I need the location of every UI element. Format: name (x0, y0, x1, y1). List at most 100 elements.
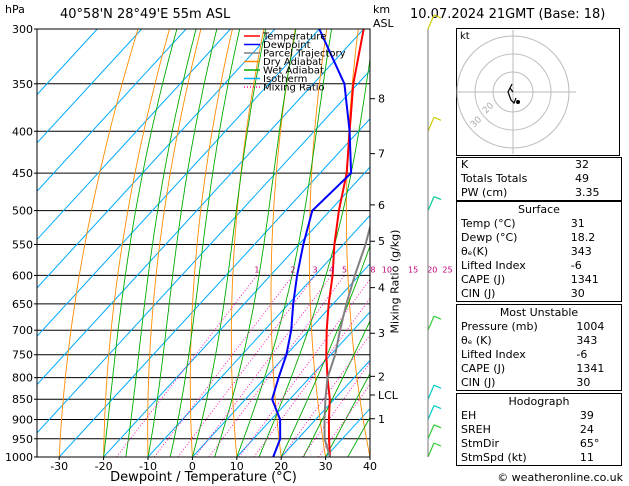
isotherm-line (37, 29, 187, 192)
plot-frame (36, 28, 371, 458)
surface-value: 30 (570, 287, 585, 300)
mixing-ratio-label: 15 (408, 265, 418, 274)
km-tick-label: 2 (378, 370, 385, 383)
indices-panel: K 32 Totals Totals 49 PW (cm) 3.35 (456, 157, 622, 201)
hodo-row: StmDir 65° (457, 437, 621, 451)
mixing-ratio-line (301, 361, 370, 457)
pressure-tick-label: 800 (12, 372, 33, 385)
watermark: © weatheronline.co.uk (497, 471, 623, 484)
mixing-ratio-label: 25 (442, 265, 452, 274)
index-label: PW (cm) (461, 186, 508, 199)
km-tick-label: 5 (378, 235, 385, 248)
dry-adiabat-line (58, 29, 139, 457)
km-tick-label: 1 (378, 413, 385, 426)
km-tick-label: 8 (378, 93, 385, 106)
isotherm-line (37, 29, 231, 241)
dry-adiabat-line (147, 29, 202, 457)
mixing-ratio-label: 1 (254, 265, 259, 274)
temperature-tick-label: 10 (230, 460, 244, 473)
isotherm-line (37, 29, 365, 386)
hodograph-title: Hodograph (508, 395, 570, 408)
surface-label: CIN (J) (461, 287, 496, 300)
index-row-tt: Totals Totals 49 (457, 172, 621, 186)
wind-barb-flag (433, 424, 442, 429)
surface-row: Lifted Index -6 (457, 259, 621, 273)
surface-label: Temp (°C) (461, 217, 516, 230)
pressure-tick-label: 1000 (5, 451, 33, 464)
legend-label: Parcel Trajectory (263, 49, 346, 60)
mixing-ratio-label: 10 (382, 265, 392, 274)
surface-row: CAPE (J) 1341 (457, 273, 621, 287)
wet-adiabat-line (125, 29, 197, 457)
legend-label: Dry Adiabat (263, 57, 322, 68)
wind-barb (427, 117, 435, 132)
wet-adiabat-line (325, 372, 370, 457)
surface-value: 31 (570, 217, 585, 230)
mixing-ratio-label: 5 (342, 265, 347, 274)
pressure-tick-label: 300 (12, 23, 33, 36)
hodo-value: 39 (579, 409, 594, 422)
surface-label: Lifted Index (461, 259, 526, 272)
surface-value: 1341 (570, 273, 599, 286)
km-label: km (373, 3, 391, 16)
temperature-line (325, 29, 365, 457)
legend-label: Mixing Ratio (263, 83, 325, 94)
mu-value: 30 (576, 376, 591, 389)
hodo-value: 65° (579, 437, 600, 450)
wet-adiabat-line (280, 244, 370, 457)
mu-value: 343 (576, 334, 598, 347)
hodo-label: SREH (461, 423, 491, 436)
temperature-tick-label: -20 (95, 460, 113, 473)
wind-barb-flag (433, 442, 442, 447)
asl-label: ASL (373, 17, 394, 30)
index-value: 49 (574, 172, 589, 185)
index-value: 32 (574, 158, 589, 171)
isotherm-line (236, 311, 370, 457)
mu-label: CAPE (J) (461, 362, 506, 375)
isotherm-line (37, 29, 143, 144)
hodograph-panel: Hodograph EH 39 SREH 24 StmDir 65° StmSpd (… (456, 393, 622, 466)
surface-label: Dewp (°C) (461, 231, 518, 244)
wind-barb (427, 14, 435, 30)
hodo-row: SREH 24 (457, 423, 621, 437)
wind-barb-flag (433, 384, 442, 389)
hodo-value: 24 (579, 423, 594, 436)
index-value: 3.35 (574, 186, 600, 199)
isotherm-line (58, 118, 370, 457)
pressure-tick-label: 850 (12, 393, 33, 406)
wind-barb-flag (433, 14, 442, 19)
legend-label: Isotherm (263, 74, 307, 85)
legend-label: Wet Adiabat (263, 66, 324, 77)
mu-label: θₑ (K) (461, 334, 492, 347)
mixing-ratio-line (153, 275, 294, 457)
wet-adiabat-line (214, 29, 297, 457)
mu-row: Pressure (mb) 1004 (457, 320, 621, 334)
wet-adiabat-line (169, 29, 241, 457)
hodo-label: EH (461, 409, 477, 422)
surface-value: 343 (570, 245, 592, 258)
wind-barbs (427, 14, 442, 458)
mixing-ratio-line (115, 275, 258, 457)
pressure-tick-label: 550 (12, 239, 33, 252)
wet-adiabat-line (236, 29, 333, 457)
hodograph-plot: kt 20 30 (456, 28, 620, 156)
hodo-row: EH 39 (457, 409, 621, 423)
hodo-row: StmSpd (kt) 11 (457, 451, 621, 465)
index-row-k: K 32 (457, 158, 621, 172)
km-tick-label: 4 (378, 282, 385, 295)
dry-adiabat-line (103, 29, 170, 457)
legend-label: Temperature (262, 32, 326, 43)
pressure-tick-label: 650 (12, 298, 33, 311)
surface-value: 18.2 (570, 231, 596, 244)
dry-adiabat-line (230, 29, 265, 457)
temperature-tick-label: -30 (50, 460, 68, 473)
hodo-label: StmSpd (kt) (461, 451, 527, 464)
wet-adiabat-line (147, 29, 218, 457)
surface-label: CAPE (J) (461, 273, 506, 286)
mixing-ratio-line (194, 275, 332, 457)
isotherm-line (192, 262, 370, 457)
wind-barb-flag (433, 116, 442, 121)
pressure-tick-label: 600 (12, 269, 33, 282)
